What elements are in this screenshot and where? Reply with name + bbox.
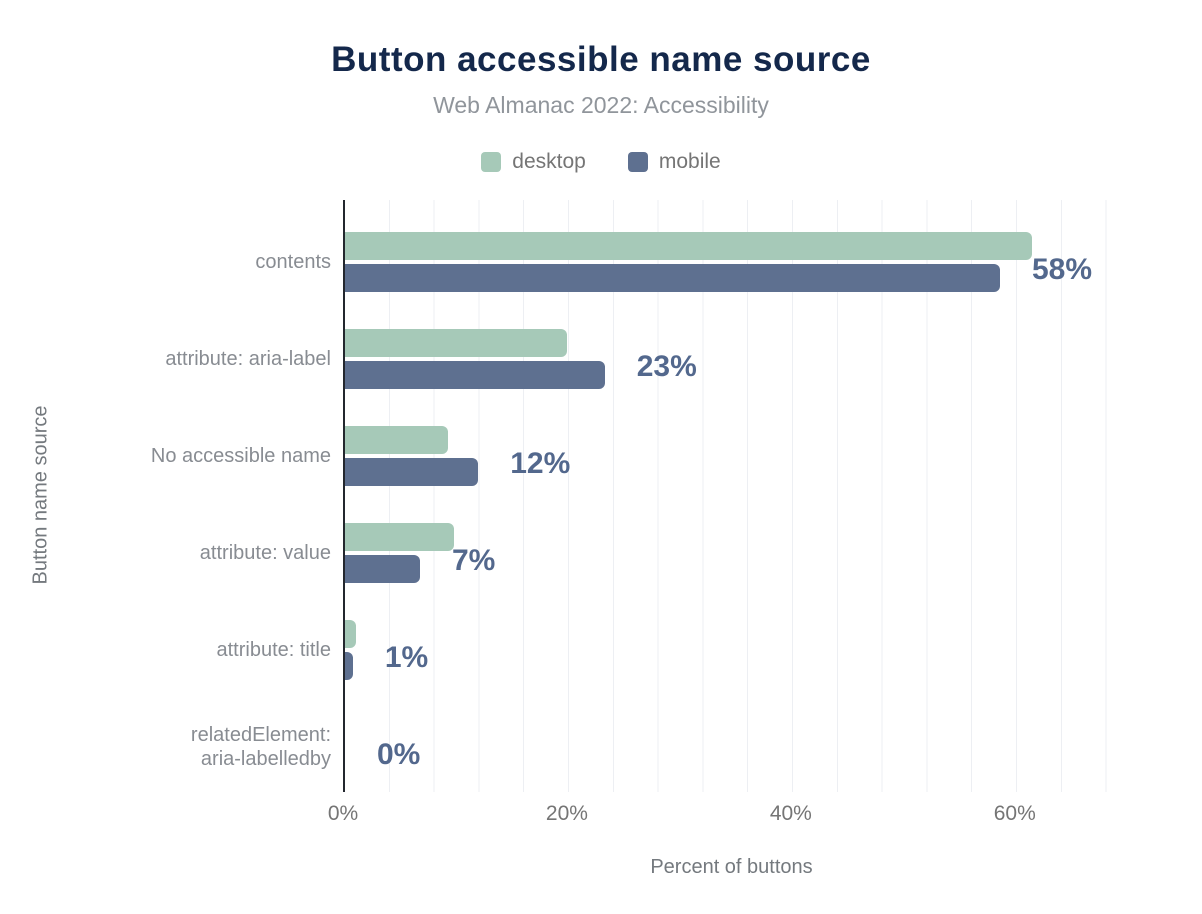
bars-cell: 7% (343, 504, 1120, 601)
legend: desktop mobile (0, 150, 1202, 174)
bar-stack (345, 522, 454, 583)
legend-swatch-icon (627, 152, 648, 172)
value-label: 1% (384, 640, 429, 674)
x-axis-title: Percent of buttons (650, 856, 813, 878)
bar-stack (345, 425, 479, 486)
bar-group: contents 58% (0, 213, 1120, 310)
category-label: No accessible name (150, 444, 331, 467)
bar-groups: contents 58% attribute: aria-label 23% No ac… (0, 213, 1120, 795)
bar-group: attribute: title 1% (0, 601, 1120, 698)
category-label: attribute: title (216, 638, 331, 661)
desktop-bar (345, 328, 567, 357)
x-tick-label: 60% (993, 802, 1036, 825)
bar-group: attribute: value 7% (0, 504, 1120, 601)
bars-cell: 0% (343, 698, 1120, 795)
x-axis-ticks: 0% 20% 40% 60% (0, 802, 1202, 830)
category-label: attribute: aria-label (165, 347, 331, 370)
bar-stack (345, 619, 357, 680)
x-tick-label: 0% (327, 802, 359, 825)
bar-group: No accessible name 12% (0, 407, 1120, 504)
x-tick-label: 40% (769, 802, 812, 825)
desktop-bar (345, 522, 454, 551)
x-tick-label: 20% (545, 802, 588, 825)
mobile-bar (345, 457, 479, 486)
chart-title: Button accessible name source (331, 40, 871, 79)
legend-item-mobile: mobile (627, 150, 721, 174)
bars-cell: 23% (343, 310, 1120, 407)
legend-label: mobile (658, 150, 721, 173)
value-label: 12% (510, 446, 571, 480)
chart-subtitle: Web Almanac 2022: Accessibility (433, 92, 769, 118)
legend-item-desktop: desktop (481, 150, 586, 174)
category-label: attribute: value (199, 541, 331, 564)
bars-cell: 12% (343, 407, 1120, 504)
category-label: contents (255, 250, 331, 273)
mobile-bar (345, 651, 353, 680)
y-axis-title: Button name source (29, 405, 52, 585)
mobile-bar (345, 554, 420, 583)
bar-stack (345, 328, 605, 389)
value-label: 58% (1031, 252, 1092, 286)
value-label: 7% (452, 543, 496, 577)
bar-group: relatedElement: aria-labelledby 0% (0, 698, 1120, 795)
bars-cell: 1% (343, 601, 1120, 698)
plot-area (343, 200, 1122, 792)
desktop-bar (345, 231, 1033, 260)
bar-stack (345, 231, 1033, 292)
desktop-bar (345, 425, 448, 454)
value-label: 0% (377, 737, 421, 771)
value-label: 23% (636, 349, 697, 383)
desktop-bar (345, 619, 357, 648)
category-label: relatedElement: aria-labelledby (190, 723, 331, 770)
bar-group: attribute: aria-label 23% (0, 310, 1120, 407)
bars-cell: 58% (343, 213, 1120, 310)
mobile-bar (345, 263, 1000, 292)
mobile-bar (345, 360, 605, 389)
legend-swatch-icon (481, 152, 502, 172)
legend-label: desktop (512, 150, 586, 173)
